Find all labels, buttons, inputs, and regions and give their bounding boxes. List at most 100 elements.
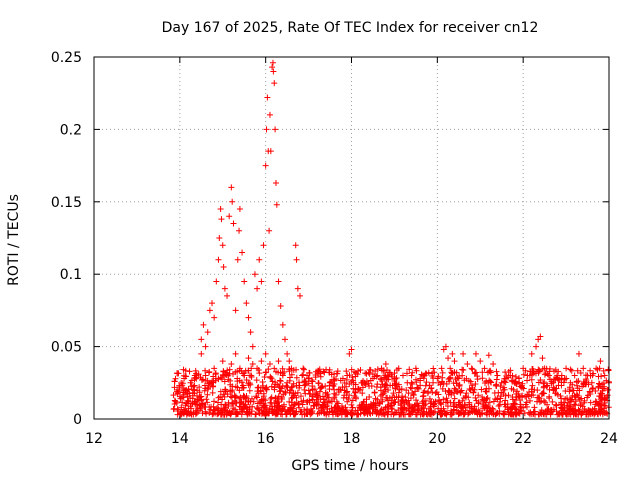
data-point-noise — [571, 408, 578, 415]
data-point — [232, 350, 239, 357]
data-point-noise — [560, 399, 567, 406]
data-point-noise — [429, 373, 436, 380]
data-point-noise — [412, 376, 419, 383]
data-point-noise — [420, 408, 427, 415]
data-point-noise — [233, 410, 240, 417]
data-point-noise — [171, 378, 178, 385]
data-point-noise — [326, 386, 333, 393]
data-point-noise — [379, 391, 386, 398]
data-point-noise — [242, 401, 249, 408]
data-point-noise — [516, 393, 523, 400]
data-point — [279, 321, 286, 328]
data-point-noise — [409, 389, 416, 396]
data-point-noise — [245, 380, 252, 387]
data-point-noise — [268, 394, 275, 401]
data-point-noise — [508, 408, 515, 415]
data-point-noise — [553, 402, 560, 409]
data-point-noise — [420, 389, 427, 396]
data-point-noise — [419, 404, 426, 411]
data-point-noise — [554, 391, 561, 398]
data-point-noise — [531, 408, 538, 415]
data-point-noise — [518, 404, 525, 411]
data-point-noise — [281, 369, 288, 376]
data-point-noise — [204, 391, 211, 398]
data-point — [537, 333, 544, 340]
data-point-noise — [204, 399, 211, 406]
data-point-noise — [205, 380, 212, 387]
y-axis-label: ROTI / TECUs — [6, 194, 22, 286]
data-point — [301, 379, 308, 386]
data-point-noise — [199, 410, 206, 417]
data-point — [206, 307, 213, 314]
data-point — [539, 355, 546, 362]
data-point-noise — [217, 411, 224, 418]
data-point-noise — [217, 388, 224, 395]
data-point-noise — [466, 401, 473, 408]
data-point-noise — [209, 411, 216, 418]
data-point-noise — [535, 369, 542, 376]
data-point-noise — [384, 403, 391, 410]
data-point-noise — [413, 397, 420, 404]
data-point-noise — [232, 393, 239, 400]
data-point-noise — [267, 395, 274, 402]
data-point-noise — [567, 398, 574, 405]
data-point-noise — [350, 385, 357, 392]
data-point-noise — [484, 369, 491, 376]
data-point-noise — [486, 411, 493, 418]
data-point — [254, 285, 261, 292]
data-point-noise — [508, 385, 515, 392]
data-point-noise — [170, 392, 177, 399]
data-point — [213, 278, 220, 285]
data-point-noise — [526, 411, 533, 418]
data-point — [266, 111, 273, 118]
data-point-noise — [566, 406, 573, 413]
data-point — [236, 206, 243, 213]
data-point-noise — [596, 408, 603, 415]
data-point — [511, 379, 518, 386]
data-point-noise — [271, 386, 278, 393]
data-point — [563, 365, 570, 372]
data-point-noise — [458, 405, 465, 412]
data-point-noise — [262, 397, 269, 404]
data-point — [286, 358, 293, 365]
data-point-noise — [514, 388, 521, 395]
data-point-noise — [212, 371, 219, 378]
data-point-noise — [288, 399, 295, 406]
data-point-noise — [540, 390, 547, 397]
data-point — [266, 360, 273, 367]
data-point-noise — [478, 386, 485, 393]
data-point — [277, 303, 284, 310]
data-point-noise — [530, 391, 537, 398]
data-point-noise — [210, 383, 217, 390]
data-point-noise — [468, 382, 475, 389]
data-point-noise — [255, 406, 262, 413]
data-point-noise — [374, 366, 381, 373]
data-point — [256, 256, 263, 263]
data-point — [275, 278, 282, 285]
data-point — [597, 358, 604, 365]
data-point-noise — [349, 397, 356, 404]
data-point — [447, 365, 454, 372]
data-point-noise — [392, 385, 399, 392]
data-point-noise — [570, 407, 577, 414]
data-point — [348, 346, 355, 353]
data-point — [228, 360, 235, 367]
y-tick-label: 0.2 — [60, 122, 82, 138]
data-point-noise — [590, 370, 597, 377]
data-point-noise — [507, 409, 514, 416]
data-point-noise — [566, 386, 573, 393]
data-point-noise — [395, 389, 402, 396]
data-point-noise — [592, 388, 599, 395]
data-point-noise — [424, 411, 431, 418]
data-point-noise — [422, 397, 429, 404]
data-point-noise — [461, 409, 468, 416]
data-point-noise — [557, 392, 564, 399]
data-point-noise — [246, 387, 253, 394]
data-point-noise — [254, 388, 261, 395]
data-point-noise — [289, 394, 296, 401]
data-point-noise — [472, 394, 479, 401]
data-point-noise — [259, 396, 266, 403]
data-point-noise — [430, 365, 437, 372]
data-point — [387, 369, 394, 376]
